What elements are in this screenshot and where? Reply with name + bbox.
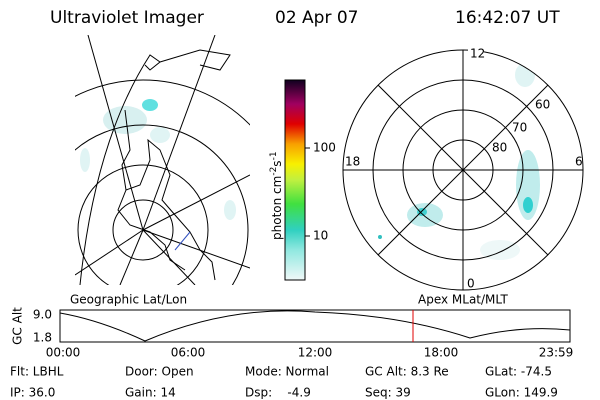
status-field: Seq: 39 bbox=[365, 386, 411, 400]
x-tick-label: 06:00 bbox=[171, 346, 206, 360]
mlt-label: 6 bbox=[575, 155, 583, 169]
status-field: Mode: Normal bbox=[245, 365, 329, 379]
mlat-label: 70 bbox=[512, 121, 527, 135]
instrument: Ultraviolet Imager bbox=[50, 8, 204, 28]
footer: Flt: LBHL Door: Open Mode: Normal GC Alt: 8… bbox=[10, 365, 558, 400]
time: 16:42:07 UT bbox=[455, 8, 560, 28]
date: 02 Apr 07 bbox=[275, 8, 358, 28]
status-field: GLat: -74.5 bbox=[485, 365, 552, 379]
colorbar-label: photon cm-2s-1 bbox=[269, 151, 284, 240]
panel-label: Geographic Lat/Lon bbox=[70, 293, 187, 307]
polar-plot: 12 0 18 6 60 70 80 bbox=[342, 47, 584, 291]
label-part: s bbox=[270, 160, 284, 166]
x-tick-label: 18:00 bbox=[424, 346, 459, 360]
label-part: photon cm bbox=[270, 176, 284, 240]
status-field: Flt: LBHL bbox=[10, 365, 64, 379]
colorbar-tick-label: 10 bbox=[313, 229, 328, 243]
mlt-label: 18 bbox=[345, 155, 360, 169]
altitude-plot: 9.0 1.8 GC Alt 00:00 06:00 12:00 18:00 2… bbox=[11, 307, 574, 360]
status-field: Gain: 14 bbox=[125, 386, 176, 400]
y-axis-label: GC Alt bbox=[11, 307, 25, 345]
panel-label: Apex MLat/MLT bbox=[418, 293, 508, 307]
mlat-label: 60 bbox=[535, 98, 550, 112]
mlt-label: 12 bbox=[470, 47, 485, 61]
colorbar bbox=[284, 79, 306, 281]
label-part: -2 bbox=[269, 167, 279, 176]
status-field: Dsp: -4.9 bbox=[245, 386, 311, 400]
status-field: Door: Open bbox=[125, 365, 194, 379]
colorbar-tick-label: 100 bbox=[313, 141, 336, 155]
geographic-map bbox=[75, 35, 250, 285]
x-tick-label: 23:59 bbox=[539, 346, 574, 360]
x-tick-label: 12:00 bbox=[298, 346, 333, 360]
x-tick-label: 00:00 bbox=[46, 346, 81, 360]
y-tick-label: 1.8 bbox=[33, 331, 52, 345]
status-field: GC Alt: 8.3 Re bbox=[365, 365, 449, 379]
status-field: GLon: 149.9 bbox=[485, 386, 558, 400]
mlt-label: 0 bbox=[467, 277, 475, 291]
y-tick-label: 9.0 bbox=[33, 308, 52, 322]
status-field: IP: 36.0 bbox=[10, 386, 55, 400]
label-part: -1 bbox=[269, 151, 279, 160]
mlat-label: 80 bbox=[492, 141, 507, 155]
